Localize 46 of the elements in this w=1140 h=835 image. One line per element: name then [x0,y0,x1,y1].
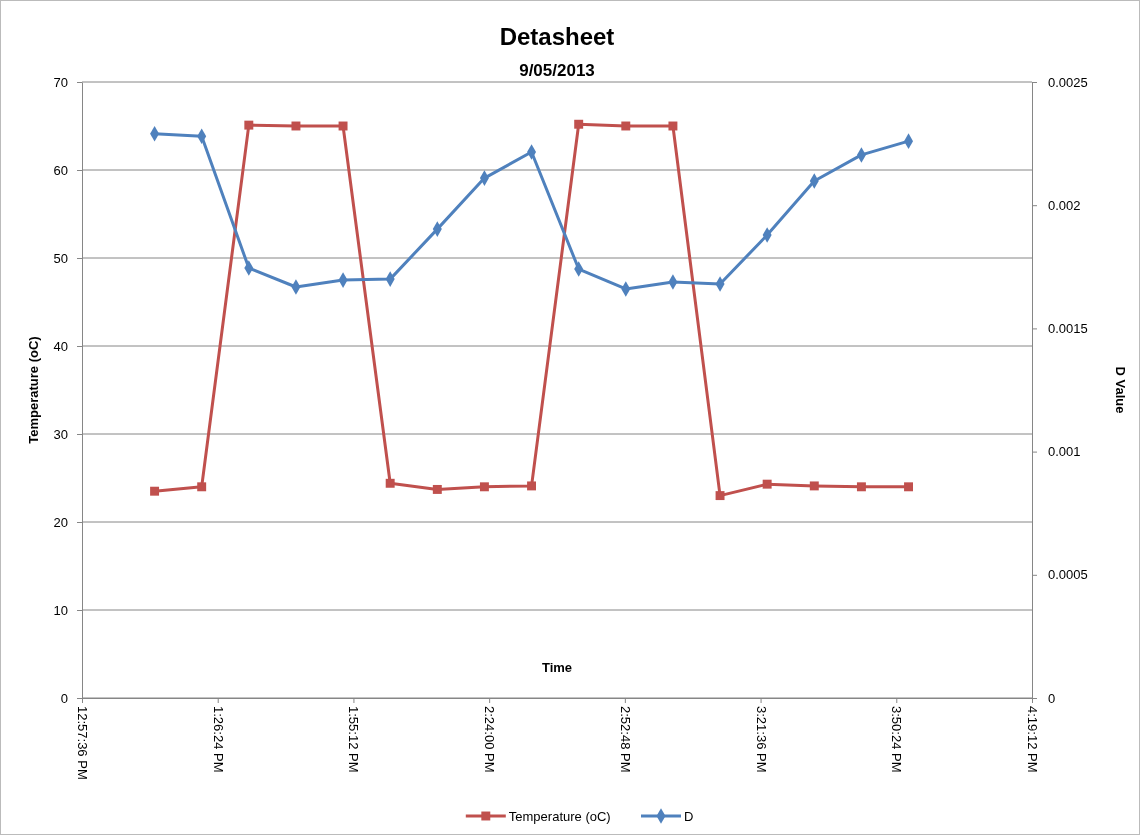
point [668,121,678,131]
point [385,478,395,488]
point [291,121,301,131]
point [338,121,348,131]
x-tick-label: 1:26:24 PM [210,706,226,773]
y-tick-label: 20 [53,514,68,530]
x-tick-label: 1:55:12 PM [346,706,362,773]
y-tick-label: 0 [60,690,68,706]
y-tick-label: 10 [53,602,68,618]
point [904,482,913,492]
legend-label: Temperature (oC) [508,808,611,824]
point [150,486,160,496]
y2-tick-label: 0 [1048,690,1056,706]
y-tick-label: 50 [53,250,68,266]
point [479,482,489,492]
x-tick-label: 2:52:48 PM [617,706,633,773]
point [621,121,631,131]
x-tick-label: 3:21:36 PM [753,706,769,773]
chart-subtitle: 9/05/2013 [519,61,595,80]
y2-tick-label: 0.002 [1048,197,1081,213]
x-tick-label: 2:24:00 PM [482,706,498,773]
y-tick-label: 40 [53,338,68,354]
point [574,119,584,129]
y2-tick-label: 0.0015 [1048,321,1088,337]
y-tick-label: 60 [53,162,68,178]
y-axis-title: Temperature (oC) [26,336,41,444]
point [244,120,254,130]
y2-axis-title: D Value [1113,366,1128,414]
y2-tick-label: 0.0025 [1048,74,1088,90]
y-tick-label: 70 [53,74,68,90]
x-tick-label: 4:19:12 PM [1024,706,1040,773]
point [432,484,442,494]
y2-tick-label: 0.001 [1048,444,1081,460]
point [715,491,725,501]
point [809,481,819,491]
point [762,479,772,489]
point [856,482,866,492]
x-tick-label: 12:57:36 PM [74,706,90,780]
point [197,482,207,492]
y2-tick-label: 0.0005 [1048,567,1088,583]
legend-label: D [684,808,694,824]
point [527,481,537,491]
x-tick-label: 3:50:24 PM [889,706,905,773]
chart-title: Detasheet [499,23,615,50]
x-axis-title: Time [541,660,573,675]
y-tick-label: 30 [53,426,68,442]
